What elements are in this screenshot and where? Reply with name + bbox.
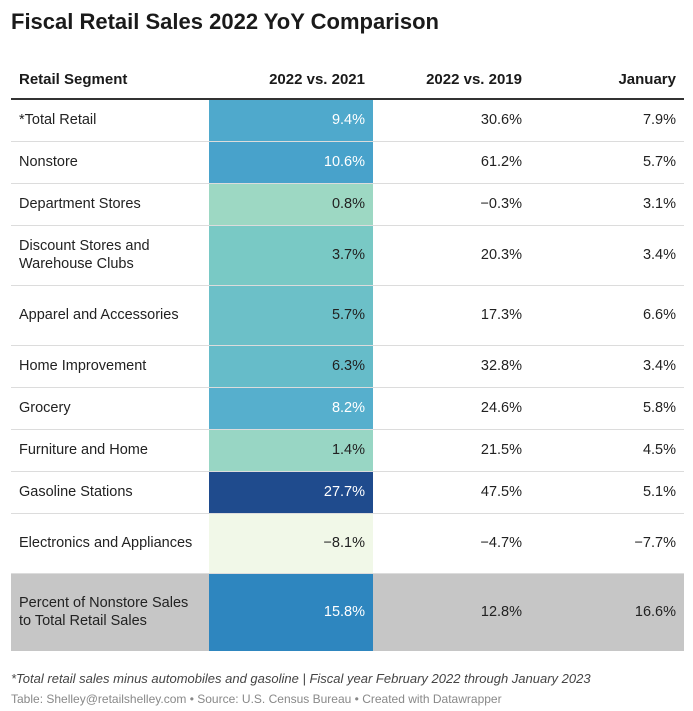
yoy-2019-cell: 61.2% (373, 141, 530, 184)
january-cell: 6.6% (530, 285, 684, 346)
segment-cell: Department Stores (11, 183, 209, 226)
yoy-2019-cell: 47.5% (373, 471, 530, 514)
yoy-2019-cell: −0.3% (373, 183, 530, 226)
table-row: Furniture and Home 1.4% 21.5% 4.5% (11, 429, 684, 472)
table-row: Nonstore 10.6% 61.2% 5.7% (11, 141, 684, 184)
column-header-january[interactable]: January (530, 60, 684, 100)
yoy-2019-cell: 30.6% (373, 99, 530, 142)
column-header-2022-vs-2019[interactable]: 2022 vs. 2019 (373, 60, 530, 100)
segment-cell: Furniture and Home (11, 429, 209, 472)
table-row: *Total Retail 9.4% 30.6% 7.9% (11, 99, 684, 142)
yoy-2021-cell: 0.8% (209, 183, 373, 226)
segment-cell: Gasoline Stations (11, 471, 209, 514)
footnote: *Total retail sales minus automobiles an… (11, 671, 591, 686)
yoy-2021-cell: 5.7% (209, 285, 373, 346)
yoy-2021-cell: 8.2% (209, 387, 373, 430)
january-cell: −7.7% (530, 513, 684, 574)
yoy-2021-cell: 15.8% (209, 573, 373, 651)
segment-cell: Percent of Nonstore Sales to Total Retai… (11, 573, 209, 651)
yoy-2021-cell: 10.6% (209, 141, 373, 184)
table-body: *Total Retail 9.4% 30.6% 7.9% Nonstore 10.6% 6… (11, 99, 684, 651)
table-row: Department Stores 0.8% −0.3% 3.1% (11, 183, 684, 226)
table-row: Discount Stores and Warehouse Clubs 3.7% 2… (11, 225, 684, 286)
january-cell: 5.8% (530, 387, 684, 430)
yoy-2021-cell: 1.4% (209, 429, 373, 472)
table-row: Gasoline Stations 27.7% 47.5% 5.1% (11, 471, 684, 514)
yoy-2019-cell: 24.6% (373, 387, 530, 430)
yoy-2019-cell: 21.5% (373, 429, 530, 472)
yoy-2021-cell: 6.3% (209, 345, 373, 388)
segment-cell: Apparel and Accessories (11, 285, 209, 346)
segment-cell: Grocery (11, 387, 209, 430)
yoy-2021-cell: 27.7% (209, 471, 373, 514)
january-cell: 16.6% (530, 573, 684, 651)
segment-cell: Electronics and Appliances (11, 513, 209, 574)
segment-cell: Home Improvement (11, 345, 209, 388)
source-line: Table: Shelley@retailshelley.com • Sourc… (11, 692, 502, 706)
segment-cell: Discount Stores and Warehouse Clubs (11, 225, 209, 286)
yoy-2019-cell: 12.8% (373, 573, 530, 651)
table-row: Electronics and Appliances −8.1% −4.7% −7.7… (11, 513, 684, 574)
yoy-2019-cell: 17.3% (373, 285, 530, 346)
segment-cell: *Total Retail (11, 99, 209, 142)
january-cell: 5.7% (530, 141, 684, 184)
january-cell: 3.1% (530, 183, 684, 226)
yoy-2019-cell: 32.8% (373, 345, 530, 388)
retail-sales-table: Retail Segment 2022 vs. 2021 2022 vs. 20… (11, 60, 684, 651)
yoy-2019-cell: −4.7% (373, 513, 530, 574)
table-row: Home Improvement 6.3% 32.8% 3.4% (11, 345, 684, 388)
table-header-row: Retail Segment 2022 vs. 2021 2022 vs. 20… (11, 60, 684, 100)
yoy-2021-cell: 3.7% (209, 225, 373, 286)
column-header-2022-vs-2021[interactable]: 2022 vs. 2021 (209, 60, 373, 100)
january-cell: 3.4% (530, 345, 684, 388)
january-cell: 7.9% (530, 99, 684, 142)
january-cell: 3.4% (530, 225, 684, 286)
yoy-2021-cell: 9.4% (209, 99, 373, 142)
january-cell: 4.5% (530, 429, 684, 472)
table-row: Percent of Nonstore Sales to Total Retai… (11, 573, 684, 651)
segment-cell: Nonstore (11, 141, 209, 184)
table-row: Apparel and Accessories 5.7% 17.3% 6.6% (11, 285, 684, 346)
yoy-2019-cell: 20.3% (373, 225, 530, 286)
january-cell: 5.1% (530, 471, 684, 514)
yoy-2021-cell: −8.1% (209, 513, 373, 574)
column-header-segment[interactable]: Retail Segment (11, 60, 209, 100)
chart-title: Fiscal Retail Sales 2022 YoY Comparison (11, 9, 439, 34)
table-row: Grocery 8.2% 24.6% 5.8% (11, 387, 684, 430)
